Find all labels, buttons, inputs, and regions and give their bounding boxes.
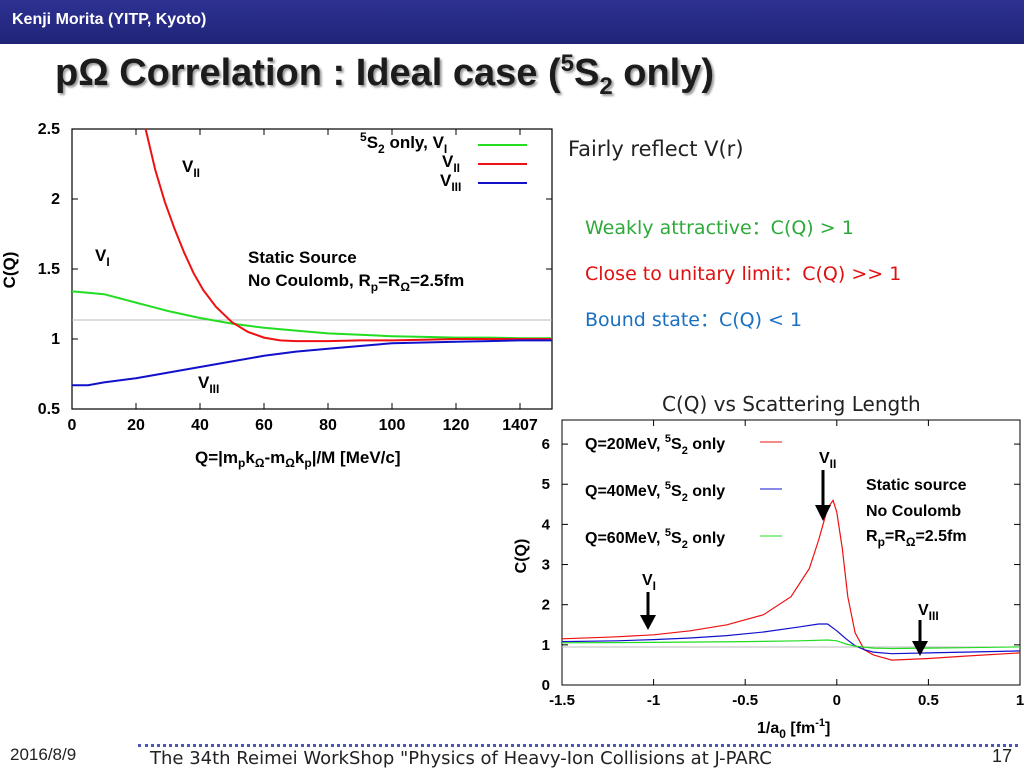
chart1-annot-v2: VII bbox=[182, 157, 200, 180]
chart2-legend-q60: Q=60MeV, 5S2 only bbox=[585, 527, 725, 551]
chart1-ylabel: C(Q) bbox=[0, 252, 19, 289]
chart2-ytick-label: 6 bbox=[542, 436, 550, 453]
chart1-annot-v1: VI bbox=[95, 246, 110, 269]
chart2-src1: Static source bbox=[866, 477, 967, 494]
chart1-frame bbox=[71, 128, 553, 410]
chart2-xtick-label: 0.5 bbox=[918, 692, 939, 709]
arrow-v3-head-icon bbox=[912, 641, 928, 656]
chart2-annot-v1: VI bbox=[642, 572, 656, 593]
chart1-series-1 bbox=[144, 128, 552, 343]
chart2-annot-v2: VII bbox=[819, 450, 836, 471]
header-bar: Kenji Morita (YITP, Kyoto) bbox=[0, 0, 1024, 44]
chart1-xtick-label: 0 bbox=[68, 417, 77, 434]
chart2-ylabel: C(Q) bbox=[513, 539, 530, 574]
chart2-legend-q40: Q=40MeV, 5S2 only bbox=[585, 480, 725, 504]
chart1-xtick-label: 1407 bbox=[502, 417, 538, 434]
chart2-xtick-label: 1 bbox=[1016, 692, 1024, 709]
chart2-ytick-label: 1 bbox=[542, 637, 550, 654]
footer-divider bbox=[138, 744, 1018, 747]
note-weak: Weakly attractive：C(Q) > 1 bbox=[585, 217, 854, 239]
chart2-annot-v3: VIII bbox=[918, 602, 939, 623]
chart2-frame bbox=[561, 419, 1021, 686]
chart2-src2: No Coulomb bbox=[866, 503, 961, 520]
chart1-ytick-label: 1 bbox=[51, 331, 60, 348]
note-unitary: Close to unitary limit：C(Q) >> 1 bbox=[585, 263, 902, 285]
arrow-v2-head-icon bbox=[815, 505, 831, 521]
chart2-caption: C(Q) vs Scattering Length bbox=[662, 392, 921, 416]
chart1-xtick-label: 120 bbox=[443, 417, 470, 434]
chart1-xlabel: Q=|mpkΩ-mΩkp|/M [MeV/c] bbox=[195, 448, 401, 470]
chart1-xtick-label: 20 bbox=[127, 417, 145, 434]
note-bound: Bound state：C(Q) < 1 bbox=[585, 309, 803, 331]
chart1-legend-header: 5S2 only, VI bbox=[360, 130, 447, 156]
chart1-xtick-label: 40 bbox=[191, 417, 209, 434]
chart2-ytick-label: 2 bbox=[542, 597, 550, 614]
chart2-series-1 bbox=[561, 623, 1021, 655]
chart1-ytick-label: 2.5 bbox=[38, 121, 60, 138]
chart2-series-0 bbox=[561, 498, 1021, 661]
chart1-series-2 bbox=[72, 339, 552, 387]
chart1-src2: No Coulomb, Rp=RΩ=2.5fm bbox=[248, 271, 464, 294]
chart2-ytick-label: 5 bbox=[542, 476, 550, 493]
chart1-xtick-label: 100 bbox=[379, 417, 406, 434]
chart2-xtick-label: -0.5 bbox=[732, 692, 758, 709]
chart1-ytick-label: 2 bbox=[51, 191, 60, 208]
chart1-ytick-label: 0.5 bbox=[38, 401, 60, 418]
chart2-legend-q20: Q=20MeV, 5S2 only bbox=[585, 433, 725, 457]
chart1-legend-v2: VII bbox=[442, 152, 460, 175]
footer-event: The 34th Reimei WorkShop "Physics of Hea… bbox=[150, 748, 772, 769]
note-fairly: Fairly reflect V(r) bbox=[568, 137, 744, 161]
chart1-xtick-label: 80 bbox=[319, 417, 337, 434]
footer-date: 2016/8/9 bbox=[10, 745, 77, 764]
chart2-src3: Rp=RΩ=2.5fm bbox=[866, 528, 967, 549]
arrow-v1-head-icon bbox=[640, 615, 656, 630]
chart1-annot-v3: VIII bbox=[198, 373, 219, 396]
chart1-legend-v3: VIII bbox=[440, 171, 461, 194]
chart2-ytick-label: 3 bbox=[542, 557, 550, 574]
chart2-ytick-label: 0 bbox=[542, 677, 550, 694]
page-number: 17 bbox=[992, 746, 1013, 766]
chart2-xlabel: 1/a0 [fm-1] bbox=[757, 717, 830, 741]
slide-title: pΩ Correlation : Ideal case (5S2 only) bbox=[55, 50, 715, 100]
chart2-series-2 bbox=[561, 639, 1021, 650]
chart1-ytick-label: 1.5 bbox=[38, 261, 60, 278]
chart1-xtick-label: 60 bbox=[255, 417, 273, 434]
chart2-xtick-label: -1.5 bbox=[549, 692, 575, 709]
chart2-ytick-label: 4 bbox=[542, 516, 551, 533]
chart1-src1: Static Source bbox=[248, 248, 357, 267]
chart1-series-0 bbox=[71, 290, 552, 340]
chart2-xtick-label: -1 bbox=[647, 692, 660, 709]
chart2-xtick-label: 0 bbox=[833, 692, 841, 709]
author-label: Kenji Morita (YITP, Kyoto) bbox=[12, 11, 207, 28]
